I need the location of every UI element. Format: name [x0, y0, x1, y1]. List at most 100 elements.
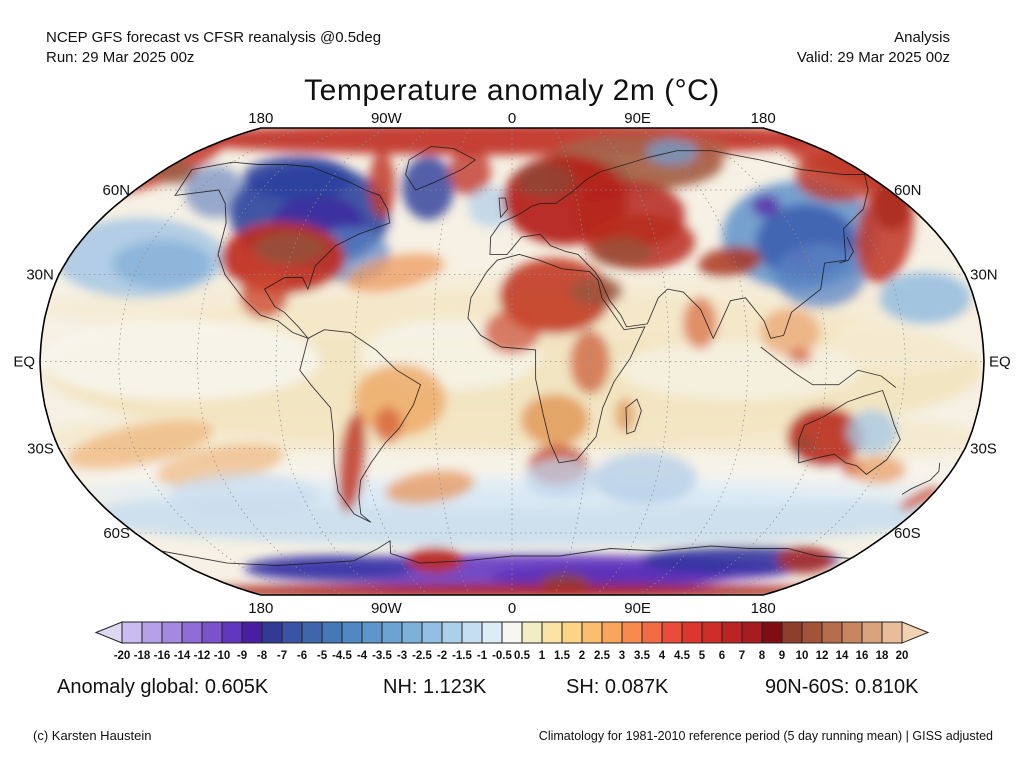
colorbar-cell	[421, 621, 443, 644]
colorbar-cell	[481, 621, 503, 644]
colorbar-cell	[801, 621, 823, 644]
colorbar-tick-label: 4.5	[674, 650, 691, 662]
lon-label-top: 0	[508, 110, 516, 127]
coastlines	[161, 145, 941, 566]
colorbar-cell	[121, 621, 143, 644]
colorbar-tick-label: -3	[397, 650, 407, 662]
colorbar: -20 -18 -16 -14 -12 -10 -9 -8 -7 -6 -5 -4.5 -4 -3.5 -3…	[94, 621, 930, 662]
colorbar-tick-label: 14	[836, 650, 849, 662]
run-line: Run: 29 Mar 2025 00z	[46, 48, 195, 66]
lon-label-top: 180	[751, 110, 776, 127]
colorbar-tick-label: -5	[317, 650, 328, 662]
colorbar-cell	[841, 621, 863, 644]
colorbar-tick-label: -10	[214, 650, 231, 662]
lon-label-top: 90W	[371, 110, 403, 127]
colorbar-cell	[301, 621, 323, 644]
lat-label-right: 60S	[894, 525, 921, 542]
model-header: NCEP GFS forecast vs CFSR reanalysis @0.…	[46, 28, 381, 67]
colorbar-cell	[241, 621, 263, 644]
colorbar-tick-label: -14	[174, 650, 191, 662]
colorbar-tick-label: -1	[477, 650, 488, 662]
lon-label-bottom: 0	[508, 600, 516, 617]
colorbar-cell	[381, 621, 403, 644]
colorbar-tick-label: 3	[619, 650, 625, 662]
lon-label-top: 180	[248, 110, 273, 127]
colorbar-cell	[741, 621, 763, 644]
colorbar-tick-label: 0.5	[514, 650, 531, 662]
stat-nh: NH: 1.123K	[383, 676, 487, 698]
lat-label-right: EQ	[989, 354, 1011, 371]
colorbar-cell	[221, 621, 243, 644]
colorbar-cell	[201, 621, 223, 644]
colorbar-cell	[161, 621, 183, 644]
valid-line: Valid: 29 Mar 2025 00z	[796, 48, 950, 66]
colorbar-cell	[821, 621, 843, 644]
analysis-header: Analysis Valid: 29 Mar 2025 00z	[797, 28, 950, 67]
colorbar-cell	[141, 621, 163, 644]
colorbar-cell	[501, 621, 523, 644]
colorbar-cell	[781, 621, 803, 644]
colorbar-tick-label: -3.5	[372, 650, 392, 662]
colorbar-tick-label: -6	[297, 650, 307, 662]
lat-label-left: 60S	[103, 525, 130, 542]
colorbar-tick-label: 1	[539, 650, 546, 662]
lon-label-bottom: 180	[751, 600, 776, 617]
climatology-note: Climatology for 1981-2010 reference peri…	[538, 729, 993, 743]
colorbar-cell	[541, 621, 563, 644]
lon-label-bottom: 90E	[624, 600, 651, 617]
colorbar-tick-label: 18	[876, 650, 889, 662]
colorbar-tick-label: -16	[154, 650, 171, 662]
colorbar-tick-label: 8	[759, 650, 766, 662]
colorbar-cell	[621, 621, 643, 644]
colorbar-cell	[261, 621, 283, 644]
lat-label-right: 60N	[894, 182, 922, 199]
graticule	[40, 128, 984, 595]
colorbar-cell	[341, 621, 363, 644]
colorbar-cell	[321, 621, 343, 644]
colorbar-cell	[681, 621, 703, 644]
colorbar-cell	[701, 621, 723, 644]
colorbar-tick-label: 12	[816, 650, 829, 662]
map-outline	[39, 127, 985, 596]
colorbar-tick-label: 16	[856, 650, 869, 662]
colorbar-cell	[761, 621, 783, 644]
colorbar-cell	[641, 621, 663, 644]
colorbar-tick-label: -9	[237, 650, 247, 662]
stat-90n-60s: 90N-60S: 0.810K	[765, 676, 919, 698]
colorbar-tick-label: -7	[277, 650, 287, 662]
colorbar-tick-label: -8	[257, 650, 268, 662]
analysis-label: Analysis	[894, 29, 950, 46]
colorbar-tick-label: 20	[896, 650, 909, 662]
colorbar-cell	[861, 621, 883, 644]
colorbar-tick-label: -4	[357, 650, 368, 662]
lat-label-left: 30N	[26, 267, 54, 284]
lon-label-bottom: 90W	[371, 600, 403, 617]
colorbar-tick-label: -0.5	[492, 650, 512, 662]
lat-label-left: EQ	[13, 354, 35, 371]
colorbar-cell	[281, 621, 303, 644]
stat-sh: SH: 0.087K	[566, 676, 669, 698]
colorbar-cell	[361, 621, 383, 644]
colorbar-cell	[401, 621, 423, 644]
colorbar-cell	[181, 621, 203, 644]
colorbar-tick-label: -1.5	[452, 650, 472, 662]
colorbar-tick-label: -18	[134, 650, 151, 662]
colorbar-tick-label: 4	[659, 650, 666, 662]
copyright: (c) Karsten Haustein	[33, 728, 152, 743]
colorbar-cell	[721, 621, 743, 644]
colorbar-cell	[561, 621, 583, 644]
lon-label-top: 90E	[624, 110, 651, 127]
colorbar-cell	[581, 621, 603, 644]
colorbar-arrow-left	[94, 621, 123, 644]
colorbar-cell	[601, 621, 623, 644]
stat-global: Anomaly global: 0.605K	[57, 676, 269, 698]
lat-label-right: 30S	[970, 440, 997, 457]
lat-label-right: 30N	[970, 267, 998, 284]
colorbar-tick-label: 10	[796, 650, 809, 662]
colorbar-cell	[881, 621, 903, 644]
page-title: Temperature anomaly 2m (°C)	[304, 74, 720, 107]
lat-label-left: 30S	[27, 440, 54, 457]
colorbar-tick-label: -12	[194, 650, 211, 662]
